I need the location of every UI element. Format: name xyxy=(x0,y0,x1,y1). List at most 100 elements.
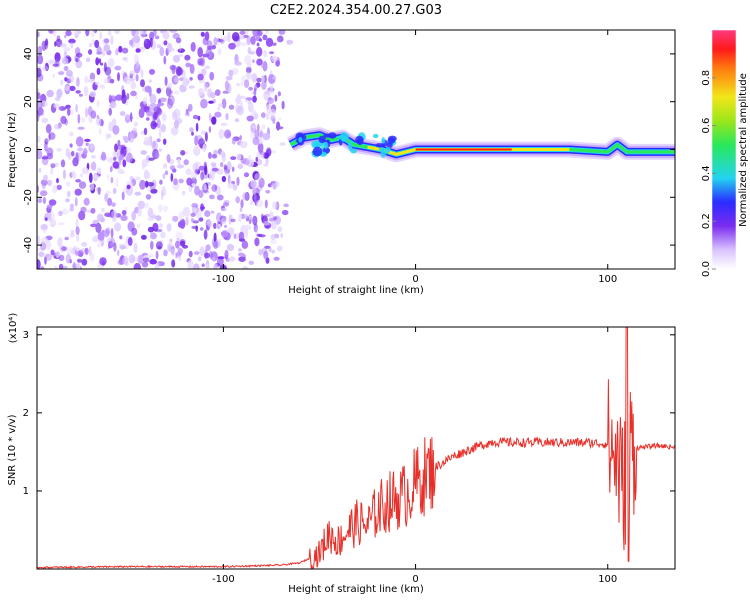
noise-speckle xyxy=(267,97,275,104)
noise-speckle xyxy=(220,122,228,126)
noise-speckle xyxy=(108,121,114,132)
noise-speckle xyxy=(227,227,234,235)
noise-speckle xyxy=(208,126,212,133)
noise-speckle xyxy=(100,84,106,90)
noise-speckle xyxy=(248,51,255,55)
noise-speckle xyxy=(37,48,40,52)
noise-speckle xyxy=(244,30,249,35)
noise-speckle xyxy=(236,105,244,116)
noise-speckle xyxy=(217,48,222,56)
noise-speckle xyxy=(261,124,266,130)
noise-speckle xyxy=(150,240,154,250)
noise-speckle xyxy=(55,96,61,102)
noise-speckle xyxy=(94,39,100,49)
noise-speckle xyxy=(140,79,145,88)
noise-speckle xyxy=(106,174,110,180)
noise-speckle xyxy=(96,167,102,175)
colorbar-tick-label: 0.8 xyxy=(701,70,712,86)
noise-speckle xyxy=(113,156,117,161)
noise-speckle xyxy=(97,243,101,248)
noise-speckle xyxy=(37,149,43,160)
noise-speckle xyxy=(41,181,46,190)
noise-speckle xyxy=(250,201,253,205)
noise-speckle xyxy=(250,179,257,188)
noise-speckle xyxy=(90,223,97,228)
noise-speckle xyxy=(265,189,271,194)
noise-speckle xyxy=(155,250,159,260)
noise-speckle xyxy=(77,147,83,152)
noise-speckle xyxy=(269,211,274,220)
noise-speckle xyxy=(218,103,223,107)
noise-speckle xyxy=(99,31,103,40)
noise-speckle xyxy=(216,194,224,201)
noise-speckle xyxy=(45,253,53,261)
spectrogram-ylabel: Frequency (Hz) xyxy=(7,112,18,188)
noise-speckle xyxy=(268,247,272,253)
noise-speckle xyxy=(37,100,43,109)
noise-speckle xyxy=(155,35,160,40)
noise-speckle xyxy=(226,132,232,137)
noise-speckle xyxy=(216,39,224,43)
noise-speckle xyxy=(242,192,249,201)
signal-blob xyxy=(323,133,331,138)
noise-speckle xyxy=(135,48,141,53)
noise-speckle xyxy=(117,249,120,256)
noise-speckle xyxy=(208,170,215,181)
noise-speckle xyxy=(69,85,76,92)
noise-speckle xyxy=(211,256,216,262)
noise-speckle xyxy=(113,242,117,252)
noise-speckle xyxy=(84,107,89,118)
noise-speckle xyxy=(238,231,245,242)
noise-speckle xyxy=(37,145,41,151)
noise-speckle xyxy=(256,42,260,47)
y-tick-label: 40 xyxy=(23,48,34,61)
noise-speckle xyxy=(110,210,118,220)
noise-speckle xyxy=(170,173,174,183)
noise-speckle xyxy=(79,173,83,178)
noise-speckle xyxy=(169,30,177,33)
noise-speckle xyxy=(236,153,242,161)
noise-speckle xyxy=(75,247,81,252)
snr-multiplier: (x10⁴) xyxy=(8,313,19,344)
signal-blob xyxy=(298,137,303,143)
noise-speckle xyxy=(186,177,193,186)
noise-speckle xyxy=(78,93,83,97)
noise-speckle xyxy=(204,210,211,218)
noise-speckle xyxy=(164,170,169,176)
noise-speckle xyxy=(101,119,104,127)
noise-speckle xyxy=(158,148,163,152)
noise-speckle xyxy=(207,88,213,98)
noise-speckle xyxy=(65,253,72,264)
noise-speckle xyxy=(109,166,113,173)
noise-speckle xyxy=(58,263,64,269)
noise-speckle xyxy=(45,123,52,134)
noise-speckle xyxy=(41,117,49,123)
noise-speckle xyxy=(83,85,89,97)
noise-speckle xyxy=(83,147,88,156)
noise-speckle xyxy=(48,132,56,140)
signal-blob xyxy=(328,132,337,139)
noise-speckle xyxy=(135,176,141,181)
noise-speckle xyxy=(270,182,278,190)
colorbar-label: Normalized spectral amplitude xyxy=(738,73,749,227)
noise-speckle xyxy=(88,49,93,55)
noise-speckle xyxy=(155,228,163,233)
y-tick-label: 20 xyxy=(23,95,34,108)
noise-speckle xyxy=(58,106,66,111)
noise-speckle xyxy=(62,265,68,269)
noise-speckle xyxy=(56,177,59,184)
noise-speckle xyxy=(230,156,237,161)
noise-speckle xyxy=(85,30,90,37)
noise-speckle xyxy=(90,207,96,214)
noise-speckle xyxy=(43,174,48,181)
noise-speckle xyxy=(251,186,257,195)
noise-speckle xyxy=(231,166,235,172)
noise-speckle xyxy=(188,186,192,193)
noise-speckle xyxy=(207,182,211,186)
noise-speckle xyxy=(37,114,40,122)
noise-speckle xyxy=(269,108,277,117)
noise-speckle xyxy=(81,167,89,175)
noise-speckle xyxy=(150,215,159,219)
signal-blob xyxy=(385,146,391,154)
noise-speckle xyxy=(84,138,91,142)
